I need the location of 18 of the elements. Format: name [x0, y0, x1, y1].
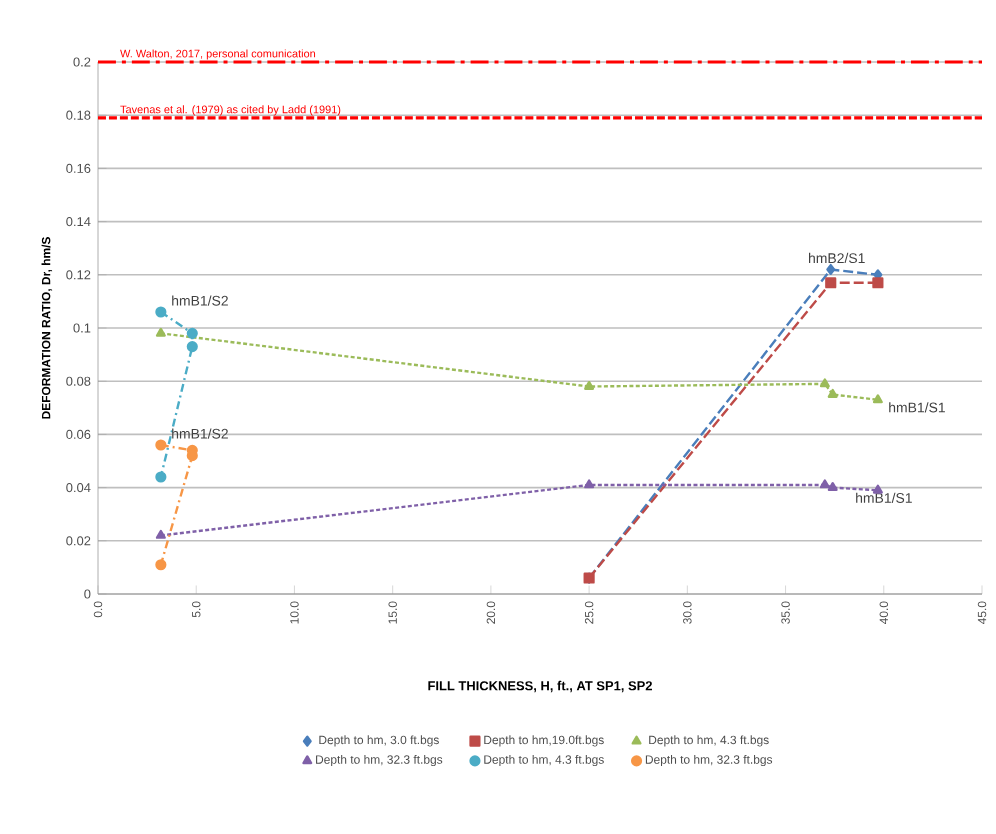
point	[155, 327, 166, 337]
point	[155, 529, 166, 539]
point	[819, 378, 830, 388]
point	[155, 439, 167, 451]
point	[584, 479, 595, 489]
point	[186, 327, 198, 339]
point	[186, 341, 198, 353]
point	[155, 559, 167, 571]
point	[825, 277, 837, 289]
point	[155, 306, 167, 318]
point	[584, 380, 595, 390]
point	[827, 388, 838, 398]
point	[819, 479, 830, 489]
point	[872, 277, 884, 289]
point	[826, 263, 836, 276]
point	[155, 471, 167, 483]
point	[827, 482, 838, 491]
point	[872, 394, 883, 404]
